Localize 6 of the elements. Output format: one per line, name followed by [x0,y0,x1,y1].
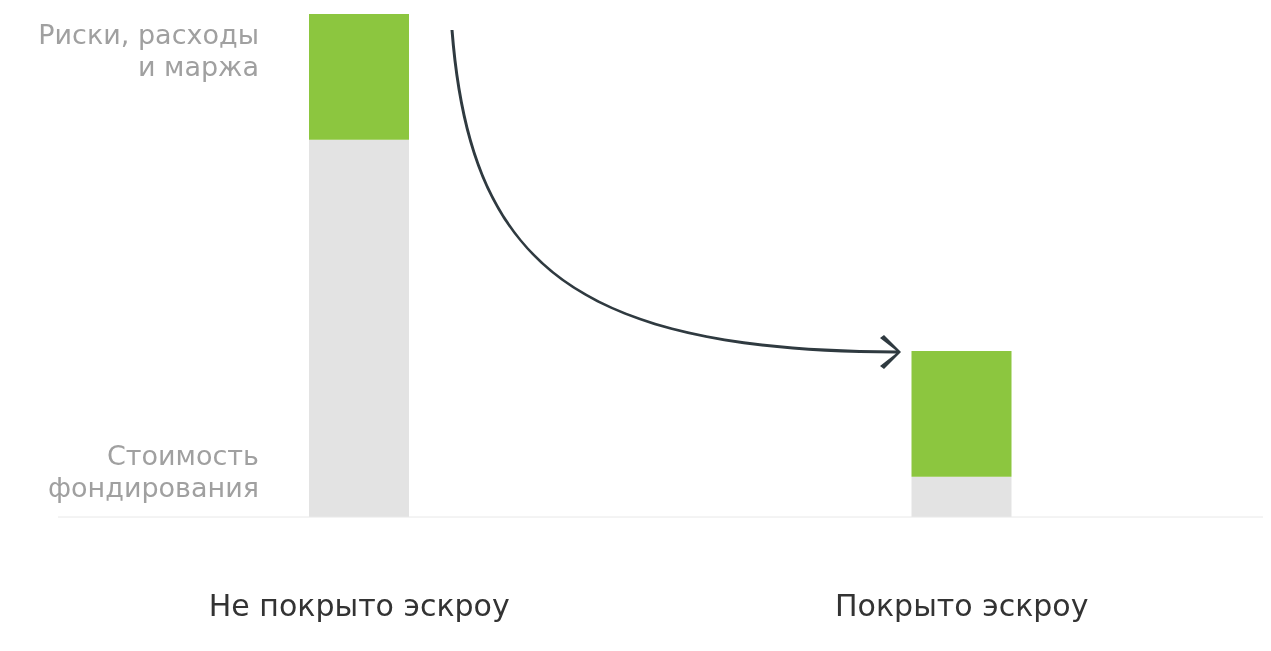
bar [309,14,409,140]
series-label: Риски, расходы и маржа [38,19,259,82]
bar [911,351,1012,477]
series-label: Стоимость фондирования [47,440,259,503]
x-tick-label: Не покрыто эскроу [208,588,510,624]
x-tick-label: Покрыто эскроу [835,588,1089,624]
